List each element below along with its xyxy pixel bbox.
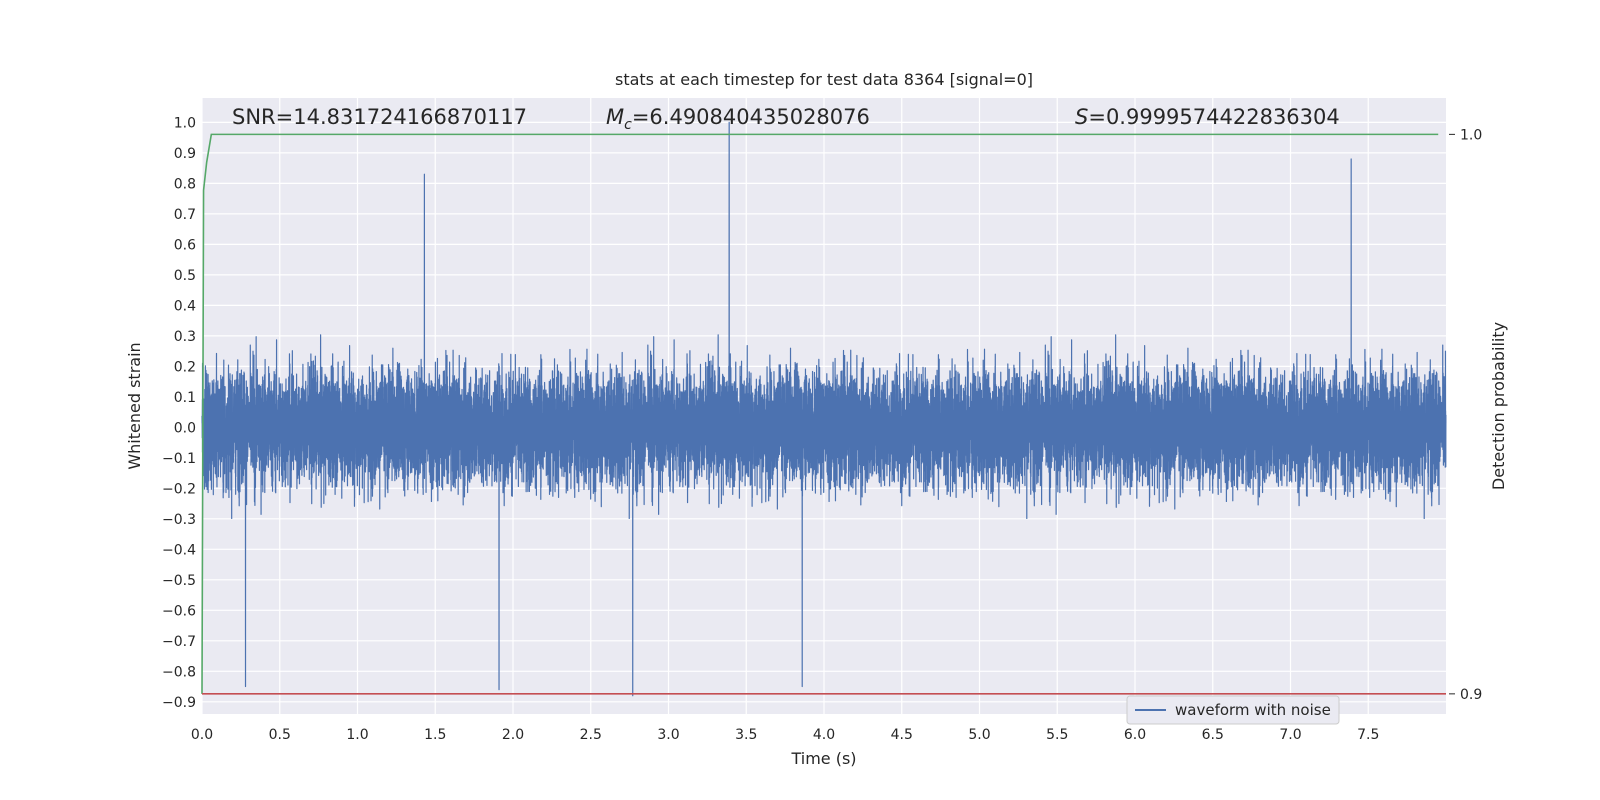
y-tick-label: −0.9 — [162, 695, 196, 711]
x-tick-label: 5.0 — [968, 727, 990, 743]
ticks: 0.0 0.5 1.0 1.5 2.0 2.5 3.0 3.5 4.0 4.5 5.0 5.5 6.0 6… — [162, 115, 1482, 743]
x-tick-label: 1.0 — [346, 727, 368, 743]
y-tick-label: 0.7 — [174, 207, 196, 223]
y-tick-label: 0.3 — [174, 329, 196, 345]
chirp-mass-annotation: Mc=6.490840435028076 — [606, 105, 870, 133]
x-tick-label: 7.0 — [1279, 727, 1301, 743]
y-tick-label: −0.7 — [162, 634, 196, 650]
x-tick-label: 2.5 — [580, 727, 602, 743]
y-tick-label: 1.0 — [174, 115, 196, 131]
x-tick-label: 6.5 — [1202, 727, 1224, 743]
series-line-probability — [201, 133, 1439, 694]
y-tick-label: −0.8 — [162, 664, 196, 680]
y-tick-label: −0.2 — [162, 481, 196, 497]
x-tick-label: 7.5 — [1357, 727, 1379, 743]
y2-axis-label: Detection probability — [1489, 322, 1508, 490]
y-tick-label: −0.6 — [162, 603, 196, 619]
x-tick-label: 3.0 — [657, 727, 679, 743]
x-axis-label: Time (s) — [790, 749, 856, 768]
mc-subscript: c — [624, 117, 632, 133]
y-tick-label: 0.9 — [174, 146, 196, 162]
s-symbol: S — [1075, 105, 1088, 129]
y-tick-label: 0.4 — [174, 298, 196, 314]
y-tick-label: 0.6 — [174, 237, 196, 253]
x-tick-label: 3.5 — [735, 727, 757, 743]
y-tick-label: −0.3 — [162, 512, 196, 528]
y-tick-label: 0.2 — [174, 359, 196, 375]
x-tick-label: 5.5 — [1046, 727, 1068, 743]
detection-stat-annotation: S=0.9999574422836304 — [1075, 105, 1340, 129]
series-layer — [201, 121, 1447, 697]
legend: waveform with noise — [1126, 695, 1340, 725]
s-value: =0.9999574422836304 — [1088, 105, 1339, 129]
y-tick-label: 0.8 — [174, 176, 196, 192]
y-tick-label: −0.1 — [162, 451, 196, 467]
x-tick-label: 4.0 — [813, 727, 835, 743]
legend-box — [1126, 695, 1340, 725]
x-tick-label: 2.0 — [502, 727, 524, 743]
legend-label: waveform with noise — [1175, 701, 1331, 719]
x-tick-label: 0.0 — [191, 727, 213, 743]
x-tick-label: 1.5 — [424, 727, 446, 743]
mc-symbol: M — [606, 105, 624, 129]
x-tick-label: 6.0 — [1124, 727, 1146, 743]
x-tick-label: 4.5 — [891, 727, 913, 743]
mc-value: =6.490840435028076 — [632, 105, 870, 129]
y-axis-label: Whitened strain — [125, 342, 144, 469]
series-line-waveform — [201, 121, 1447, 697]
x-tick-label: 0.5 — [269, 727, 291, 743]
y-tick-label: −0.5 — [162, 573, 196, 589]
y2-tick-label: 0.9 — [1460, 687, 1482, 703]
y-tick-label: 0.5 — [174, 268, 196, 284]
snr-annotation: SNR=14.831724166870117 — [232, 105, 527, 129]
y-tick-label: 0.1 — [174, 390, 196, 406]
chart-title: stats at each timestep for test data 836… — [615, 70, 1033, 89]
y-tick-label: 0.0 — [174, 420, 196, 436]
y2-tick-label: 1.0 — [1460, 127, 1482, 143]
y-tick-label: −0.4 — [162, 542, 196, 558]
